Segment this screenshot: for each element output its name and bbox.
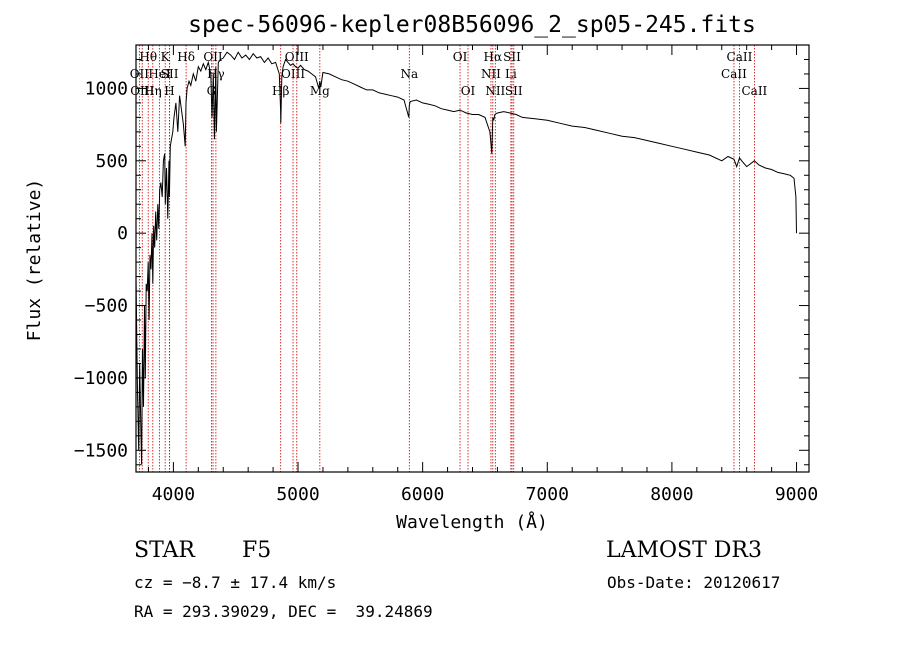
object-subclass: F5 <box>242 538 272 563</box>
spectral-line-label: Hβ <box>272 84 289 98</box>
y-tick-label: 500 <box>95 151 128 172</box>
spectral-line-label: Hθ <box>139 50 157 64</box>
axis-ticks: 4000 5000 6000 7000 8000 9000 −1500 −1000 −500 0 5… <box>74 44 818 505</box>
spectral-line-label: OIII <box>285 50 309 64</box>
x-tick-label: 7000 <box>526 484 569 505</box>
spectral-line-label: OII <box>130 67 150 81</box>
y-tick-label: −1000 <box>74 368 128 389</box>
y-tick-label: −1500 <box>74 440 128 461</box>
y-tick-label: 0 <box>117 223 128 244</box>
spectral-line-label: Hη <box>144 84 162 98</box>
spectral-line-label: H <box>164 84 174 98</box>
spectral-line-label: CaII <box>741 84 767 98</box>
spectral-line-label: CaII <box>727 50 753 64</box>
spectral-line-label: K <box>161 50 171 64</box>
spectral-line-label: Hγ <box>207 67 225 81</box>
spectrum-series <box>135 51 797 465</box>
x-tick-label: 9000 <box>775 484 818 505</box>
x-tick-label: 5000 <box>276 484 319 505</box>
spectral-line-markers <box>138 45 755 472</box>
y-tick-label: −500 <box>85 296 128 317</box>
spectral-line-label: HeI <box>148 67 171 81</box>
survey-name: LAMOST DR3 <box>606 538 762 563</box>
plot-frame <box>135 44 810 473</box>
coordinates: RA = 293.39029, DEC = 39.24869 <box>134 602 433 621</box>
spectrum-chart: spec-56096-kepler08B56096_2_sp05-245.fit… <box>24 12 818 533</box>
x-tick-label: 4000 <box>152 484 195 505</box>
spectral-line-label: OI <box>461 84 476 98</box>
spectral-line-label: Mg <box>310 84 330 98</box>
spectral-line-label: Li <box>505 67 517 81</box>
chart-title: spec-56096-kepler08B56096_2_sp05-245.fit… <box>188 12 756 38</box>
spectral-line-label: Hδ <box>177 50 195 64</box>
observation-date: Obs-Date: 20120617 <box>607 573 781 592</box>
x-axis-label: Wavelength (Å) <box>396 511 548 533</box>
x-tick-label: 8000 <box>650 484 693 505</box>
spectral-line-label: CaII <box>721 67 747 81</box>
spectral-line-label: SII <box>503 50 521 64</box>
spectral-line-label: SII <box>505 84 523 98</box>
spectral-line-label: Hα <box>484 50 503 64</box>
spectral-line-label: OIII <box>130 84 154 98</box>
y-axis-label: Flux (relative) <box>24 179 45 342</box>
x-tick-label: 6000 <box>401 484 444 505</box>
redshift-cz: cz = −8.7 ± 17.4 km/s <box>134 573 337 592</box>
y-tick-label: 1000 <box>85 78 128 99</box>
spectral-line-label: OII <box>203 50 223 64</box>
spectral-line-label: SII <box>161 67 179 81</box>
spectral-line-label: NII <box>481 67 501 81</box>
spectral-line-label: Na <box>400 67 418 81</box>
object-class: STAR <box>134 538 195 563</box>
spectrum-line <box>135 51 797 465</box>
spectral-line-label: OIII <box>281 67 305 81</box>
spectral-line-label: G <box>207 84 217 98</box>
spectral-line-label: OI <box>453 50 468 64</box>
spectral-line-label: NII <box>485 84 505 98</box>
